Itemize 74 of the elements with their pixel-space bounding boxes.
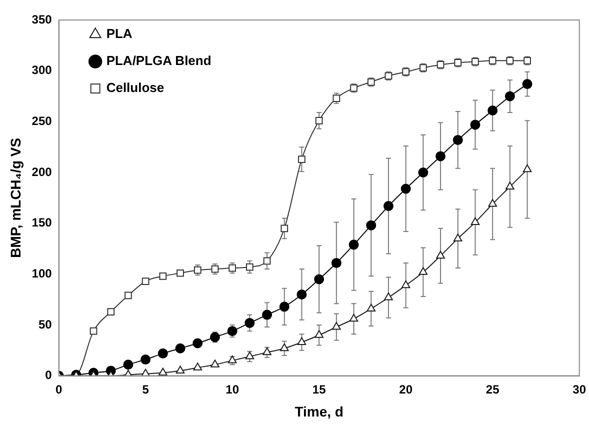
point xyxy=(488,199,497,207)
y-tick-label: 100 xyxy=(32,266,52,280)
point xyxy=(314,274,324,284)
point xyxy=(504,91,515,102)
point xyxy=(279,302,290,312)
point xyxy=(176,269,184,277)
legend-label: PLA xyxy=(106,26,133,42)
x-tick-label: 20 xyxy=(399,382,413,396)
point xyxy=(348,240,359,250)
point xyxy=(210,360,220,368)
point xyxy=(142,278,150,285)
legend-label: PLA/PLGA Blend xyxy=(106,53,212,68)
point xyxy=(298,156,306,163)
point xyxy=(366,220,376,230)
y-axis-title: BMP, mLCH₄/g VS xyxy=(7,138,24,258)
point xyxy=(90,327,98,335)
point xyxy=(384,292,393,300)
point xyxy=(349,314,358,322)
x-tick-label: 10 xyxy=(226,382,240,396)
point xyxy=(158,348,168,358)
x-tick-label: 30 xyxy=(572,382,586,396)
point xyxy=(470,120,480,130)
point xyxy=(453,234,462,242)
point xyxy=(124,292,132,300)
point xyxy=(522,164,532,172)
point xyxy=(262,347,272,356)
y-tick-label: 50 xyxy=(38,317,52,332)
y-tick-label: 300 xyxy=(32,63,52,78)
x-tick-label: 5 xyxy=(142,382,150,396)
point xyxy=(263,257,271,265)
point xyxy=(383,201,394,212)
point xyxy=(297,337,306,346)
x-tick-label: 15 xyxy=(312,382,326,396)
point xyxy=(418,167,428,178)
point xyxy=(280,343,289,352)
y-tick-label: 250 xyxy=(32,114,52,128)
point xyxy=(470,217,480,226)
point xyxy=(488,105,498,116)
y-tick-label: 150 xyxy=(32,216,52,230)
point xyxy=(140,354,151,365)
point xyxy=(193,362,202,370)
x-tick-label: 25 xyxy=(486,382,500,396)
point xyxy=(366,304,376,312)
legend-label: Cellulose xyxy=(106,80,164,96)
point xyxy=(123,360,134,370)
point xyxy=(506,182,514,190)
point xyxy=(522,79,532,90)
x-tick-label: 0 xyxy=(55,382,62,396)
point xyxy=(314,330,324,338)
point xyxy=(436,250,445,259)
point xyxy=(296,289,307,300)
y-tick-label: 200 xyxy=(32,164,52,179)
point xyxy=(107,308,115,316)
point xyxy=(418,267,428,275)
y-tick-label: 350 xyxy=(32,12,52,26)
point xyxy=(192,338,203,348)
point xyxy=(244,318,255,328)
point xyxy=(159,272,167,280)
point xyxy=(158,368,168,376)
point xyxy=(245,351,254,360)
point xyxy=(176,366,185,374)
point xyxy=(315,116,323,124)
point xyxy=(332,322,341,330)
point xyxy=(331,258,342,268)
y-tick-label: 0 xyxy=(45,368,52,382)
point xyxy=(262,310,272,320)
point xyxy=(452,134,463,145)
point xyxy=(280,224,288,232)
point xyxy=(436,151,446,162)
point xyxy=(400,184,411,194)
point xyxy=(246,263,254,271)
point xyxy=(401,280,410,288)
x-axis-title: Time, d xyxy=(294,403,344,420)
point xyxy=(175,343,186,354)
